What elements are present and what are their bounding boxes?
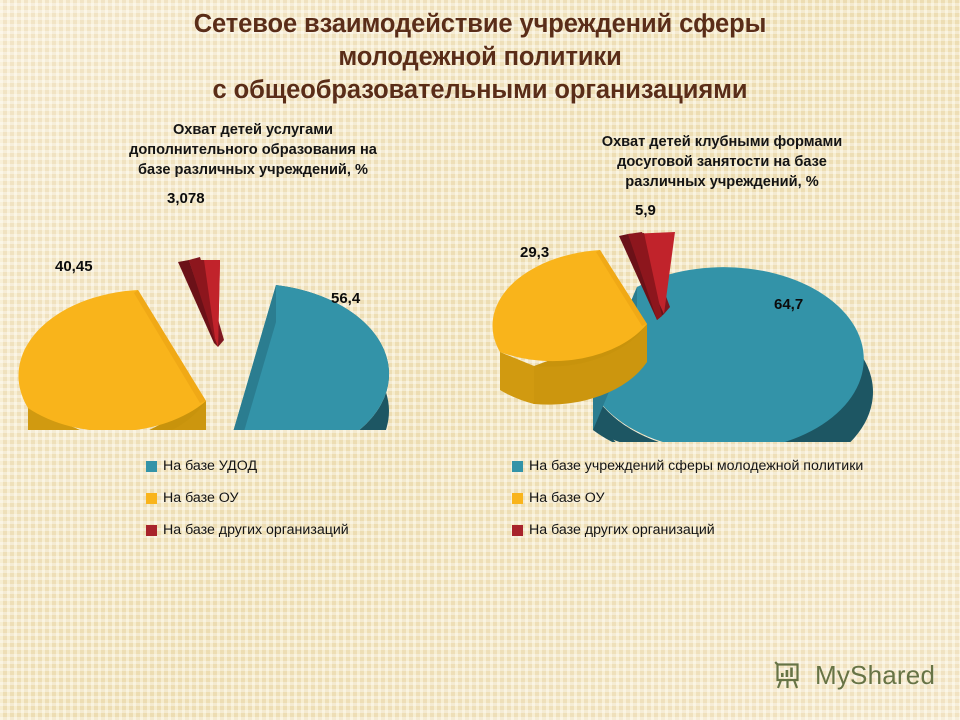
pie-chart-left-graphic — [18, 257, 389, 430]
chart-title-left-line-3: базе различных учреждений, % — [138, 162, 368, 178]
legend-item[interactable]: На базе ОУ — [146, 482, 349, 514]
pie-slice-teal-left — [233, 285, 389, 430]
legend-item[interactable]: На базе учреждений сферы молодежной поли… — [512, 450, 863, 482]
legend-item[interactable]: На базе других организаций — [146, 514, 349, 546]
legend-item[interactable]: На базе ОУ — [512, 482, 863, 514]
pie-slice-yellow-left — [18, 290, 206, 430]
chart-title-right-line-1: Охват детей клубными формами — [601, 134, 843, 150]
pie-chart-left: 56,4 40,45 3,078 — [18, 180, 488, 430]
legend-swatch-icon — [146, 524, 157, 536]
legend-swatch-icon — [146, 460, 157, 472]
page-title-line-2: молодежной политики — [338, 43, 622, 71]
legend-item-label: На базе других организаций — [163, 522, 349, 538]
pie-chart-right: 64,7 29,3 5,9 — [492, 192, 952, 442]
pie-chart-right-graphic — [492, 232, 873, 442]
legend-item[interactable]: На базе других организаций — [512, 514, 863, 546]
page-title: Сетевое взаимодействие учреждений сферы … — [60, 8, 900, 107]
myshared-watermark-text: MyShared — [815, 659, 936, 690]
legend-swatch-icon — [512, 492, 523, 504]
chart-title-right-line-3: различных учреждений, % — [625, 174, 819, 190]
chart-title-left: Охват детей услугами дополнительного обр… — [18, 120, 488, 180]
legend-item[interactable]: На базе УДОД — [146, 450, 349, 482]
chart-panel-right: Охват детей клубными формами досуговой з… — [492, 120, 952, 590]
pie-value-label-red-left: 3,078 — [167, 190, 205, 207]
myshared-watermark: MyShared — [772, 658, 935, 692]
legend-item-label: На базе учреждений сферы молодежной поли… — [529, 458, 864, 474]
pie-value-label-yellow-right: 29,3 — [520, 244, 550, 261]
chart-legend-left: На базе УДОД На базе ОУ На базе других о… — [146, 450, 349, 546]
chart-title-left-line-2: дополнительного образования на — [129, 142, 377, 158]
chart-title-right-line-2: досуговой занятости на базе — [617, 154, 827, 170]
page-title-line-1: Сетевое взаимодействие учреждений сферы — [193, 10, 767, 38]
legend-swatch-icon — [512, 460, 523, 472]
pie-value-label-teal-left: 56,4 — [331, 290, 361, 307]
legend-item-label: На базе ОУ — [529, 490, 605, 506]
legend-item-label: На базе ОУ — [163, 490, 239, 506]
legend-item-label: На базе других организаций — [529, 522, 715, 538]
presentation-board-icon — [774, 661, 799, 689]
chart-legend-right: На базе учреждений сферы молодежной поли… — [512, 450, 863, 546]
pie-value-label-teal-right: 64,7 — [774, 296, 804, 313]
page-title-line-3: с общеобразовательными организациями — [212, 76, 748, 104]
chart-title-right: Охват детей клубными формами досуговой з… — [492, 120, 952, 192]
pie-slice-red-left — [178, 257, 224, 347]
pie-value-label-red-right: 5,9 — [635, 202, 656, 219]
pie-slice-red-right — [619, 232, 675, 320]
chart-title-left-line-1: Охват детей услугами — [172, 122, 334, 138]
legend-swatch-icon — [146, 492, 157, 504]
pie-slice-yellow-right — [492, 250, 647, 405]
legend-item-label: На базе УДОД — [163, 458, 258, 474]
legend-swatch-icon — [512, 524, 523, 536]
pie-value-label-yellow-left: 40,45 — [55, 258, 93, 275]
chart-panel-left: Охват детей услугами дополнительного обр… — [18, 120, 488, 590]
